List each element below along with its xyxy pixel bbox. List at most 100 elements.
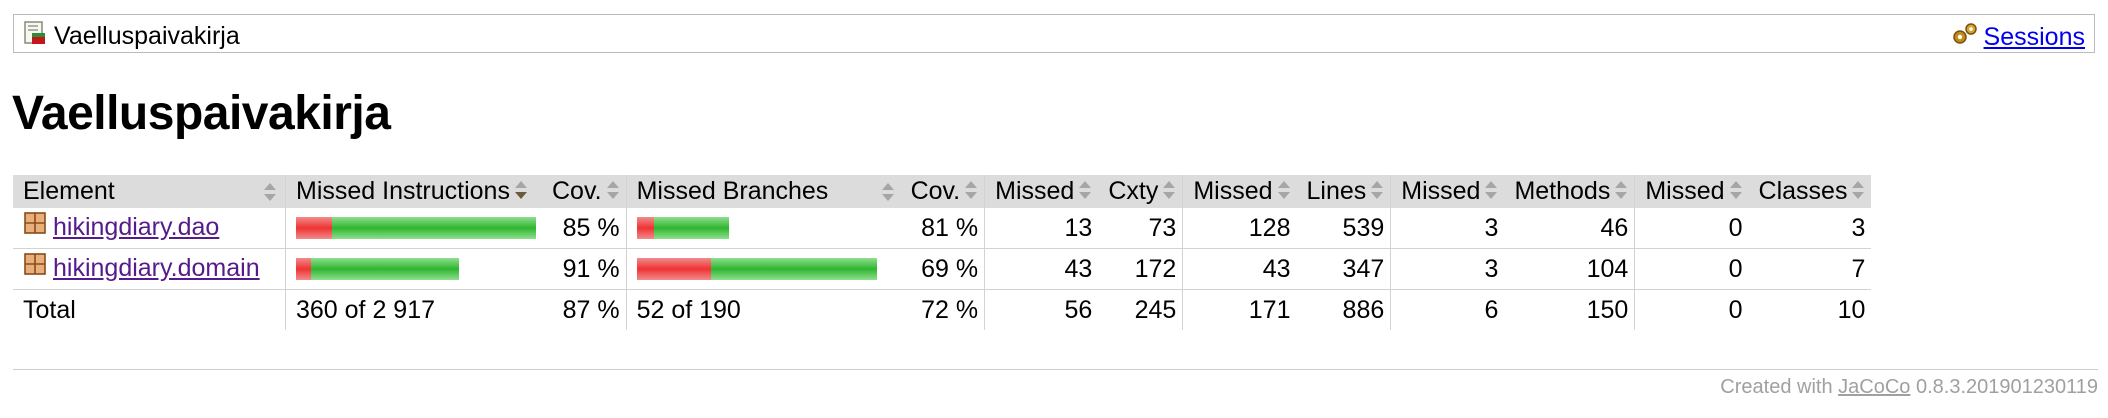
sort-icon bbox=[1277, 181, 1291, 200]
sort-icon bbox=[1729, 181, 1743, 200]
breadcrumb-title: Vaelluspaivakirja bbox=[54, 21, 240, 50]
header-cxty-label: Cxty bbox=[1108, 177, 1159, 205]
total-branches: 52 of 190 bbox=[625, 289, 901, 330]
total-instructions: 360 of 2 917 bbox=[285, 289, 542, 330]
covered-bar-segment bbox=[710, 258, 877, 280]
missed-classes-cell: 0 bbox=[1634, 248, 1749, 290]
missed-methods-cell: 3 bbox=[1390, 208, 1505, 249]
header-methods-label: Methods bbox=[1514, 177, 1611, 205]
methods-cell: 104 bbox=[1504, 248, 1635, 290]
header-missed-cxty-label: Missed bbox=[995, 177, 1075, 205]
missed-cxty-cell: 13 bbox=[984, 208, 1099, 249]
sort-icon bbox=[964, 181, 978, 200]
total-instructions-cov: 87 % bbox=[562, 295, 620, 324]
total-missed-classes: 0 bbox=[1634, 289, 1749, 330]
header-classes[interactable]: Classes bbox=[1748, 175, 1872, 208]
total-branches-cov: 72 % bbox=[921, 295, 979, 324]
methods-cell: 46 bbox=[1504, 208, 1635, 249]
total-classes: 10 bbox=[1837, 295, 1866, 324]
sessions-link-group[interactable]: Sessions bbox=[1951, 21, 2085, 52]
cxty-cell: 73 bbox=[1098, 208, 1183, 249]
page-title: Vaelluspaivakirja bbox=[12, 87, 391, 140]
instructions-cov-cell: 91 % bbox=[542, 248, 627, 290]
header-lines[interactable]: Lines bbox=[1296, 175, 1391, 208]
header-cov-instructions-label: Cov. bbox=[552, 177, 602, 205]
header-element[interactable]: Element bbox=[13, 175, 286, 208]
header-cxty[interactable]: Cxty bbox=[1098, 175, 1183, 208]
missed-bar-segment bbox=[636, 258, 711, 280]
missed-methods-cell: 3 bbox=[1390, 248, 1505, 290]
coverage-table: Element Missed Instructions Cov. Missed … bbox=[13, 175, 1872, 330]
header-missed-cxty[interactable]: Missed bbox=[984, 175, 1099, 208]
coverage-bar bbox=[296, 217, 536, 239]
missed-classes-cell: 0 bbox=[1634, 208, 1749, 249]
header-missed-instructions-label: Missed Instructions bbox=[296, 177, 510, 205]
header-cov-branches-label: Cov. bbox=[910, 177, 961, 205]
header-cov-branches[interactable]: Cov. bbox=[900, 175, 985, 208]
sessions-link[interactable]: Sessions bbox=[1983, 22, 2085, 51]
sort-icon bbox=[1484, 181, 1498, 200]
package-link[interactable]: hikingdiary.dao bbox=[53, 212, 220, 241]
coverage-bar bbox=[636, 217, 895, 239]
breadcrumb-current: Vaelluspaivakirja bbox=[24, 21, 240, 50]
sort-icon bbox=[1078, 181, 1092, 200]
package-link[interactable]: hikingdiary.domain bbox=[53, 253, 260, 282]
element-cell: hikingdiary.dao bbox=[13, 208, 286, 249]
header-missed-methods-label: Missed bbox=[1401, 177, 1481, 205]
sort-icon bbox=[263, 183, 277, 201]
breadcrumb: Vaelluspaivakirja Sessions bbox=[13, 14, 2095, 53]
header-missed-classes[interactable]: Missed bbox=[1634, 175, 1749, 208]
header-missed-lines[interactable]: Missed bbox=[1182, 175, 1297, 208]
package-icon bbox=[23, 211, 47, 242]
total-missed-lines: 171 bbox=[1182, 289, 1297, 330]
total-missed-methods: 6 bbox=[1390, 289, 1505, 330]
classes-cell: 3 bbox=[1748, 208, 1872, 249]
total-missed-cxty: 56 bbox=[984, 289, 1099, 330]
jacoco-link[interactable]: JaCoCo bbox=[1838, 376, 1911, 398]
classes-cell: 7 bbox=[1748, 248, 1872, 290]
table-row: hikingdiary.dao 85 % 81 % 13 73 128 539 3 46 0 3 bbox=[13, 208, 1872, 249]
coverage-bar bbox=[636, 258, 895, 280]
table-row: hikingdiary.domain 91 % 69 % 43 172 43 347 3 104… bbox=[13, 248, 1872, 290]
missed-instructions-cell bbox=[285, 208, 542, 249]
table-header-row: Element Missed Instructions Cov. Missed … bbox=[13, 175, 1872, 208]
footer-version: 0.8.3.201901230119 bbox=[1910, 376, 2098, 398]
lines-cell: 347 bbox=[1296, 248, 1391, 290]
gears-icon bbox=[1951, 21, 1979, 52]
missed-branches-cell bbox=[625, 208, 901, 249]
package-icon bbox=[23, 252, 47, 283]
covered-bar-segment bbox=[311, 258, 459, 280]
header-methods[interactable]: Methods bbox=[1504, 175, 1635, 208]
footer-prefix: Created with bbox=[1720, 376, 1839, 398]
missed-lines-cell: 43 bbox=[1182, 248, 1297, 290]
sort-icon bbox=[1370, 181, 1384, 200]
missed-bar-segment bbox=[636, 217, 654, 239]
header-missed-instructions[interactable]: Missed Instructions bbox=[285, 175, 542, 208]
total-methods: 150 bbox=[1586, 295, 1629, 324]
report-icon bbox=[24, 21, 46, 50]
header-missed-branches[interactable]: Missed Branches bbox=[625, 175, 901, 208]
footer-divider bbox=[13, 369, 2098, 370]
sort-icon bbox=[1851, 181, 1865, 200]
missed-branches-cell bbox=[625, 248, 901, 290]
sort-icon bbox=[1614, 181, 1628, 200]
missed-instructions-cell bbox=[285, 248, 542, 290]
footer: Created with JaCoCo 0.8.3.201901230119 bbox=[1720, 376, 2098, 399]
header-missed-lines-label: Missed bbox=[1193, 177, 1273, 205]
lines-cell: 539 bbox=[1296, 208, 1391, 249]
element-cell: hikingdiary.domain bbox=[13, 248, 286, 290]
header-lines-label: Lines bbox=[1306, 177, 1367, 205]
branches-cov-cell: 81 % bbox=[900, 208, 985, 249]
total-label: Total bbox=[23, 295, 76, 324]
header-cov-instructions[interactable]: Cov. bbox=[542, 175, 627, 208]
coverage-bar bbox=[296, 258, 536, 280]
total-cxty: 245 bbox=[1134, 295, 1177, 324]
covered-bar-segment bbox=[653, 217, 729, 239]
covered-bar-segment bbox=[332, 217, 536, 239]
branches-cov-cell: 69 % bbox=[900, 248, 985, 290]
header-missed-methods[interactable]: Missed bbox=[1390, 175, 1505, 208]
sort-icon bbox=[606, 181, 620, 200]
sort-icon bbox=[881, 183, 895, 201]
missed-lines-cell: 128 bbox=[1182, 208, 1297, 249]
cxty-cell: 172 bbox=[1098, 248, 1183, 290]
